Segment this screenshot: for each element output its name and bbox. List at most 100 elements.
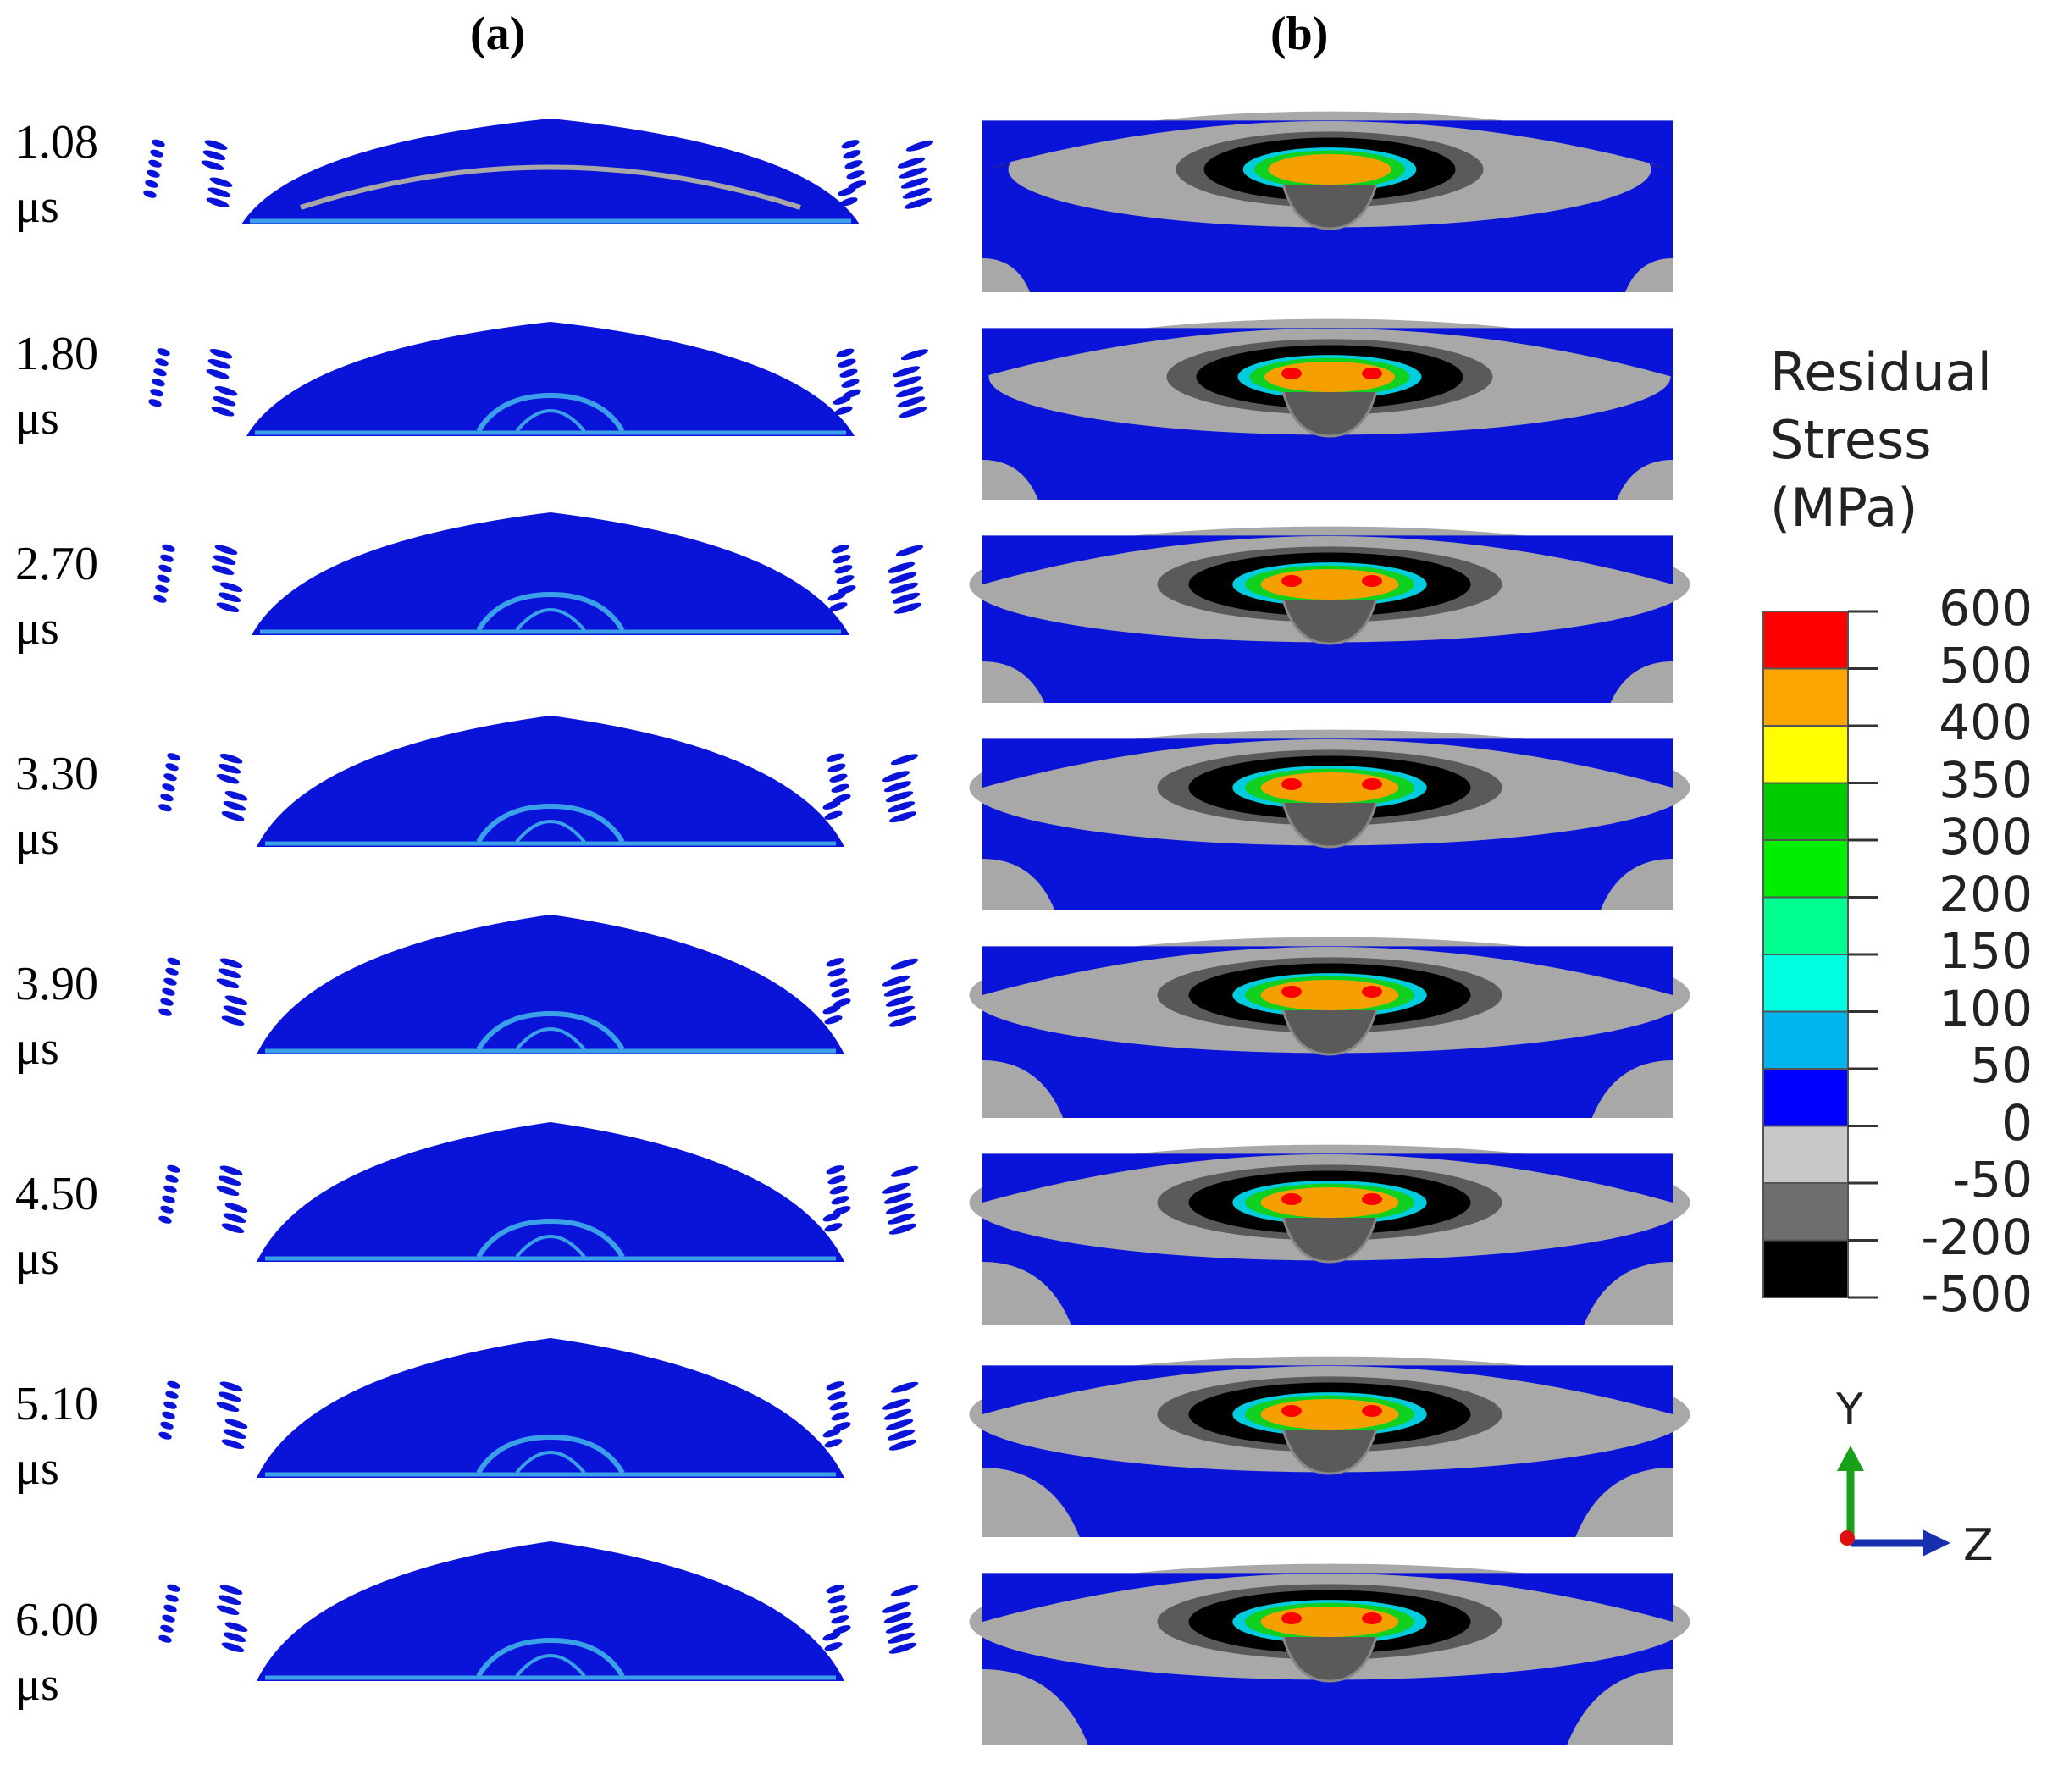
spray-fragment [221, 1015, 245, 1026]
legend-tick-label: 300 [1939, 808, 2033, 866]
splat-body [241, 119, 860, 224]
spray-fragment [162, 1411, 175, 1419]
panel-b-label: (b) [1270, 8, 1329, 60]
corner-patch [982, 1060, 1064, 1118]
corner-patch [1608, 661, 1673, 707]
legend-tick-label: 0 [2001, 1093, 2033, 1152]
spray-fragment [822, 800, 841, 810]
hot-spot [1362, 368, 1382, 379]
corner-patch [982, 859, 1055, 910]
lower-lobe [1281, 1217, 1378, 1264]
stress-contour-plot [969, 500, 1690, 707]
hot-spot [1281, 1612, 1302, 1624]
spray-fragment [160, 998, 174, 1006]
spray-fragment [822, 1213, 841, 1222]
time-label: 3.90 μs [15, 952, 98, 1081]
spray-fragment [216, 602, 240, 613]
spray-fragment [167, 1380, 180, 1389]
spray-fragment [219, 1381, 243, 1392]
spray-fragment [148, 399, 162, 407]
mask [982, 85, 1673, 97]
spray-fragment [839, 368, 858, 378]
spray-fragment [216, 1186, 240, 1197]
spray-fragment [827, 1595, 846, 1604]
cap-fill [982, 120, 1673, 169]
time-unit: μs [15, 812, 59, 865]
spray-fragment [831, 988, 849, 998]
spray-fragment [221, 810, 245, 821]
spray-fragment [160, 554, 174, 562]
spray-fragment [167, 753, 180, 761]
spray-fragment [883, 985, 912, 997]
spray-fragment [893, 602, 922, 614]
spray-fragment [895, 386, 924, 398]
spray-fragment [223, 1213, 246, 1224]
splat-inner-arc [515, 1653, 586, 1678]
time-unit: μs [15, 180, 59, 233]
corner-patch [1584, 1262, 1673, 1325]
lower-lobe [1281, 1429, 1378, 1475]
stress-contour-plot [982, 292, 1674, 500]
spray-fragment [145, 180, 158, 188]
spray-fragment [887, 1213, 916, 1225]
stress-contour-plot [969, 703, 1690, 910]
spray-fragment [219, 582, 243, 593]
time-value: 1.08 [15, 116, 98, 169]
spray-fragment [885, 791, 914, 803]
spray-fragment [160, 1205, 174, 1214]
legend-tick-label: -50 [1952, 1151, 2033, 1208]
spray-fragment [888, 1223, 917, 1235]
splat-inner-arc [515, 1234, 586, 1258]
spray-fragment [838, 358, 856, 368]
spray-fragment [829, 773, 848, 783]
lower-lobe [1281, 1636, 1378, 1683]
axis-x-marker [1840, 1530, 1855, 1546]
spray-fragment [829, 1605, 848, 1614]
spray-fragment [838, 585, 856, 595]
splat-body [257, 1541, 844, 1681]
time-label: 3.30 μs [15, 742, 98, 871]
spray-fragment [153, 368, 167, 377]
spray-fragment [201, 160, 224, 171]
time-value: 4.50 [15, 1168, 98, 1220]
hot-spot [1281, 575, 1302, 587]
legend-color-band [1762, 1125, 1849, 1184]
time-value: 3.90 [15, 958, 98, 1010]
spray-fragment [158, 1215, 172, 1224]
spray-fragment [892, 366, 921, 378]
hot-spot [1362, 986, 1382, 998]
spray-fragment [882, 1601, 910, 1613]
hot-spot [1281, 1405, 1302, 1417]
spray-fragment [224, 1419, 248, 1430]
spray-fragment [223, 1429, 246, 1440]
spray-fragment [836, 348, 855, 357]
spray-fragment [221, 1223, 245, 1234]
spray-fragment [221, 1439, 245, 1450]
splat-shape [148, 322, 929, 436]
spray-fragment [890, 582, 919, 594]
spray-fragment [824, 1223, 843, 1232]
spray-fragment [162, 1195, 175, 1203]
time-unit: μs [15, 602, 59, 655]
spray-fragment [831, 1196, 849, 1205]
spray-fragment [827, 763, 846, 772]
spray-fragment [158, 1008, 172, 1016]
splat-body [257, 1122, 844, 1262]
spray-fragment [209, 177, 233, 188]
spray-fragment [833, 1422, 851, 1431]
spray-fragment [158, 564, 172, 572]
spray-fragment [895, 545, 924, 556]
mask [982, 910, 1673, 922]
spray-fragment [885, 1419, 914, 1430]
lower-lobe [1281, 391, 1378, 438]
spray-fragment [148, 159, 162, 168]
cap-fill [982, 1573, 1673, 1622]
spray-fragment [204, 140, 228, 151]
mask [982, 703, 1673, 715]
spray-fragment [214, 545, 238, 556]
spray-fragment [824, 1439, 843, 1448]
splat-body [257, 1338, 844, 1478]
legend-color-band [1762, 611, 1849, 670]
time-value: 3.30 [15, 748, 98, 800]
spray-fragment [887, 1005, 916, 1017]
